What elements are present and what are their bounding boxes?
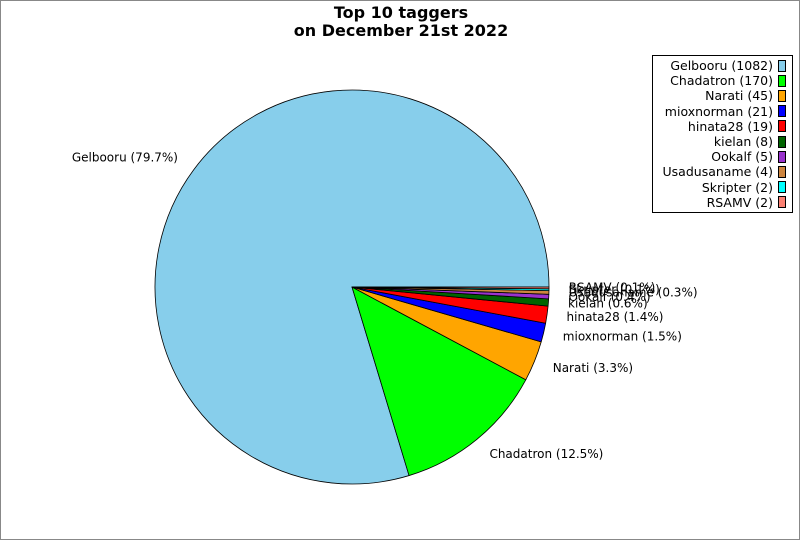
pie-label-kielan: kielan (0.6%) xyxy=(568,297,648,311)
legend-item-ookalf: Ookalf (5) xyxy=(657,149,786,164)
legend-swatch xyxy=(778,59,786,72)
legend-swatch xyxy=(778,181,786,194)
legend-item-narati: Narati (45) xyxy=(657,88,786,103)
pie-label-gelbooru: Gelbooru (79.7%) xyxy=(72,150,178,164)
legend-swatch xyxy=(778,89,786,102)
legend-item-chadatron: Chadatron (170) xyxy=(657,73,786,88)
chart-title-line-1: Top 10 taggers xyxy=(333,3,469,22)
legend-swatch xyxy=(778,150,786,163)
legend-item-rsamv: RSAMV (2) xyxy=(657,195,786,210)
legend-swatch xyxy=(778,74,786,87)
chart-title: Top 10 taggers on December 21st 2022 xyxy=(1,4,800,40)
pie-slice-chadatron xyxy=(351,286,527,476)
pie-label-narati: Narati (3.3%) xyxy=(553,361,633,375)
legend-label: Skripter (2) xyxy=(701,179,773,195)
legend-label: Usadusaname (4) xyxy=(662,164,773,180)
pie-label-ookalf: Ookalf (0.4%) xyxy=(568,290,650,304)
legend-item-usadusaname: Usadusaname (4) xyxy=(657,164,786,179)
pie-label-hinata28: hinata28 (1.4%) xyxy=(567,310,664,324)
pie-label-skripter: Skripter (0.1%) xyxy=(569,283,660,297)
legend-item-hinata28: hinata28 (19) xyxy=(657,119,786,134)
pie-slice-gelbooru xyxy=(154,89,550,485)
legend-label: RSAMV (2) xyxy=(706,194,773,210)
legend-item-mioxnorman: mioxnorman (21) xyxy=(657,104,786,119)
pie-label-rsamv: RSAMV (0.1%) xyxy=(569,281,656,295)
legend-label: mioxnorman (21) xyxy=(664,103,773,119)
pie-label-usadusaname: Usadusaname (0.3%) xyxy=(569,286,698,300)
legend-label: Ookalf (5) xyxy=(711,149,773,165)
pie-label-mioxnorman: mioxnorman (1.5%) xyxy=(563,330,682,344)
legend-label: Chadatron (170) xyxy=(670,73,773,89)
legend-swatch xyxy=(778,120,786,133)
legend-label: Narati (45) xyxy=(705,88,773,104)
legend-swatch xyxy=(778,165,786,178)
legend-swatch xyxy=(778,105,786,118)
chart-title-line-2: on December 21st 2022 xyxy=(293,21,509,40)
legend-item-gelbooru: Gelbooru (1082) xyxy=(657,58,786,73)
legend: Gelbooru (1082) Chadatron (170) Narati (45… xyxy=(652,55,793,213)
legend-label: Gelbooru (1082) xyxy=(670,58,773,74)
pie-slice-rsamv xyxy=(351,286,550,290)
pie-labels: Gelbooru (79.7%) Chadatron (12.5%) Narati … xyxy=(72,150,698,461)
pie-slices xyxy=(154,89,550,485)
legend-label: kielan (8) xyxy=(713,134,773,150)
legend-label: hinata28 (19) xyxy=(687,118,773,134)
pie-label-chadatron: Chadatron (12.5%) xyxy=(489,447,603,461)
legend-swatch xyxy=(778,135,786,148)
legend-swatch xyxy=(778,196,786,209)
legend-item-kielan: kielan (8) xyxy=(657,134,786,149)
legend-item-skripter: Skripter (2) xyxy=(657,180,786,195)
